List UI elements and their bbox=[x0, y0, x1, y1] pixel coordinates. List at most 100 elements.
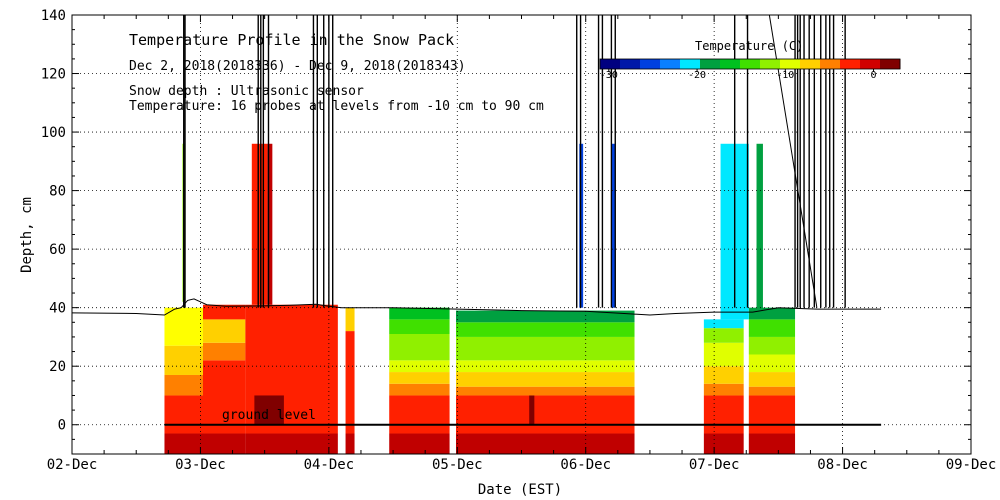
x-tick-label: 08-Dec bbox=[817, 457, 868, 473]
heat-cell bbox=[456, 360, 635, 373]
heat-cell bbox=[748, 319, 796, 337]
x-tick-label: 07-Dec bbox=[689, 457, 740, 473]
heat-cell bbox=[703, 383, 744, 396]
heat-cell bbox=[456, 386, 635, 396]
heat-cell bbox=[748, 354, 796, 373]
x-tick-label: 03-Dec bbox=[175, 457, 226, 473]
y-tick-label: 80 bbox=[49, 184, 66, 200]
heat-cell bbox=[202, 304, 246, 320]
colorbar-title: Temperature (C) bbox=[695, 39, 803, 53]
colorbar-cell bbox=[680, 59, 701, 69]
heat-cell bbox=[703, 328, 744, 343]
heat-cell bbox=[251, 143, 268, 305]
heat-cell bbox=[529, 395, 535, 425]
heat-cell bbox=[748, 386, 796, 396]
heat-cell bbox=[456, 322, 635, 337]
heat-cell bbox=[703, 319, 744, 329]
heat-cell bbox=[254, 395, 284, 425]
x-tick-label: 05-Dec bbox=[432, 457, 483, 473]
heat-cell bbox=[456, 433, 635, 454]
heat-cell bbox=[748, 372, 796, 387]
heat-cell bbox=[456, 395, 635, 434]
heat-cell bbox=[389, 360, 450, 373]
heat-cell bbox=[202, 342, 246, 361]
colorbar-cell bbox=[820, 59, 841, 69]
colorbar-cell bbox=[740, 59, 761, 69]
heat-cell bbox=[202, 360, 246, 434]
x-tick-label: 06-Dec bbox=[560, 457, 611, 473]
colorbar-cell bbox=[600, 59, 621, 69]
colorbar-tick-label: -20 bbox=[688, 70, 706, 81]
colorbar-cell bbox=[780, 59, 801, 69]
heat-cell bbox=[748, 307, 796, 320]
colorbar-tick-label: -30 bbox=[600, 70, 618, 81]
heat-cell bbox=[267, 143, 273, 305]
heat-cell bbox=[748, 336, 796, 355]
colorbar-cell bbox=[660, 59, 681, 69]
heat-cell bbox=[756, 143, 763, 314]
heat-cell bbox=[164, 345, 203, 375]
colorbar-tick-label: 0 bbox=[871, 70, 877, 81]
heat-cell bbox=[345, 331, 355, 434]
heat-cell bbox=[748, 395, 796, 434]
y-tick-label: 100 bbox=[41, 125, 66, 141]
heat-cell bbox=[389, 319, 450, 335]
heat-cell bbox=[703, 366, 744, 384]
heat-cell bbox=[748, 433, 796, 454]
temperature-colorbar: Temperature (C) -30 -20 -10 0 bbox=[599, 39, 901, 81]
colorbar-cell bbox=[620, 59, 641, 69]
axes: 02-Dec 03-Dec 04-Dec 05-Dec 06-Dec 07-Dec 08-D… bbox=[41, 8, 997, 473]
colorbar-tick-label: -10 bbox=[776, 70, 794, 81]
temperature-heatmap bbox=[164, 143, 796, 454]
x-tick-label: 09-Dec bbox=[946, 457, 997, 473]
heat-cell bbox=[389, 372, 450, 384]
colorbar-ticks: -30 -20 -10 0 bbox=[600, 69, 877, 81]
heat-cell bbox=[611, 143, 616, 308]
y-tick-label: 20 bbox=[49, 359, 66, 375]
colorbar-cell bbox=[880, 59, 901, 69]
colorbar-cell bbox=[860, 59, 881, 69]
y-tick-label: 0 bbox=[58, 418, 66, 434]
colorbar-cell bbox=[700, 59, 721, 69]
x-tick-label: 02-Dec bbox=[47, 457, 98, 473]
heat-cell bbox=[164, 374, 203, 396]
heat-cell bbox=[389, 334, 450, 361]
heat-cell bbox=[389, 433, 450, 454]
heat-cell bbox=[245, 433, 338, 454]
heat-cell bbox=[456, 336, 635, 361]
heat-cell bbox=[345, 433, 355, 454]
heat-cell bbox=[389, 383, 450, 396]
x-tick-label: 04-Dec bbox=[304, 457, 355, 473]
y-tick-label: 140 bbox=[41, 8, 66, 24]
colorbar-cell bbox=[800, 59, 821, 69]
temperature-note: Temperature: 16 probes at levels from -1… bbox=[129, 99, 544, 114]
y-tick-label: 120 bbox=[41, 67, 66, 83]
heat-cell bbox=[164, 433, 203, 454]
colorbar-cell bbox=[640, 59, 661, 69]
y-tick-label: 40 bbox=[49, 301, 66, 317]
colorbar-cells bbox=[599, 58, 901, 70]
heat-cell bbox=[703, 433, 744, 454]
colorbar-frame bbox=[599, 58, 901, 70]
colorbar-cell bbox=[720, 59, 741, 69]
y-tick-label: 60 bbox=[49, 242, 66, 258]
heat-cell bbox=[456, 372, 635, 387]
ground-level-label: ground level bbox=[222, 408, 316, 423]
heat-cell bbox=[164, 395, 203, 434]
snow-depth-note: Snow depth : Ultrasonic sensor bbox=[129, 84, 364, 99]
heat-cell bbox=[202, 319, 246, 343]
x-axis-title: Date (EST) bbox=[478, 482, 562, 498]
heat-cell bbox=[202, 433, 246, 454]
chart-subtitle: Dec 2, 2018(2018336) - Dec 9, 2018(20183… bbox=[129, 59, 466, 74]
y-axis-title: Depth, cm bbox=[19, 197, 35, 273]
heat-cell bbox=[703, 342, 744, 367]
heat-cell bbox=[389, 307, 450, 320]
chart-title: Temperature Profile in the Snow Pack bbox=[129, 31, 454, 49]
heat-cell bbox=[345, 307, 355, 332]
heat-cell bbox=[456, 310, 635, 323]
heat-cell bbox=[703, 395, 744, 434]
heat-cell bbox=[164, 307, 203, 346]
heat-cell bbox=[389, 395, 450, 434]
colorbar-cell bbox=[760, 59, 781, 69]
